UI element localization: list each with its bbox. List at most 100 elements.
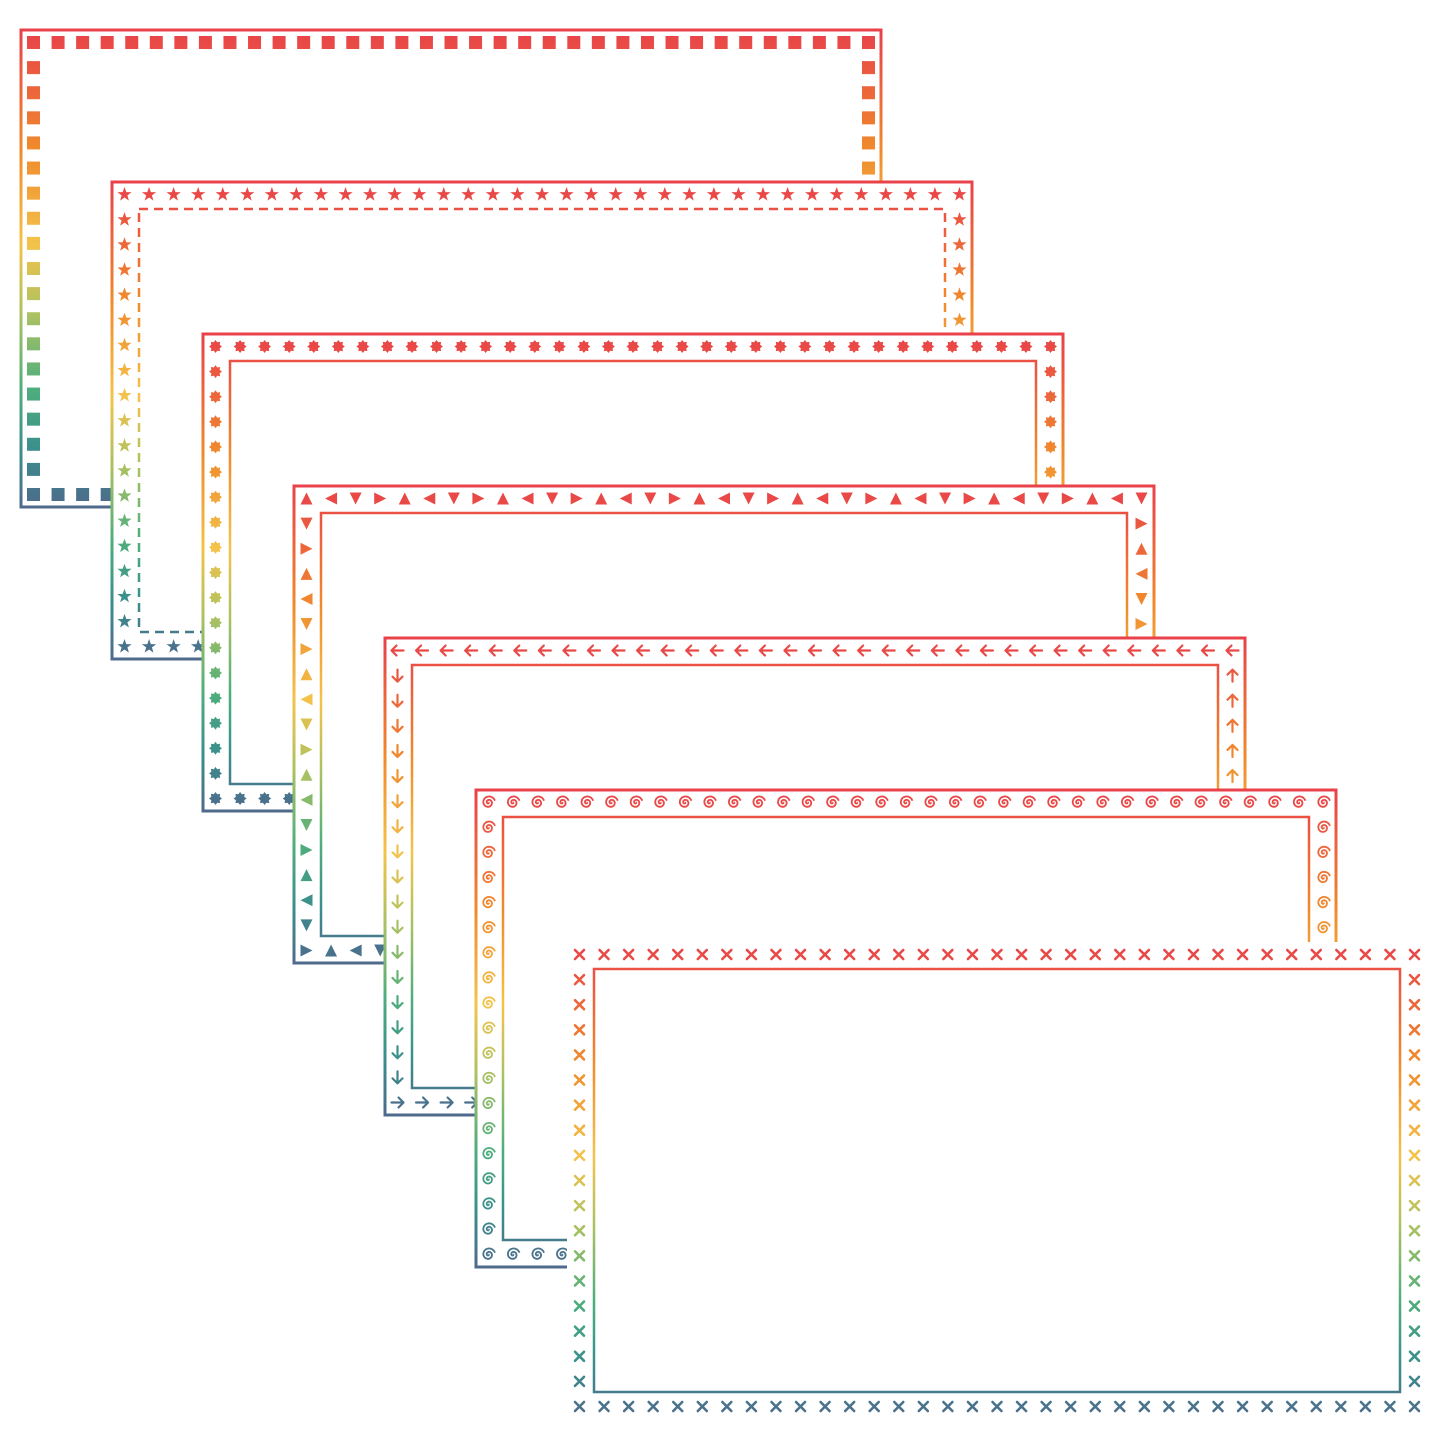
frame-ornament (117, 563, 132, 578)
frame-ornament (27, 437, 40, 451)
frame-ornament (622, 948, 635, 961)
frame-ornament (338, 187, 353, 201)
frame-ornament (423, 492, 436, 505)
frame-ornament (391, 819, 404, 834)
frame-ornament (209, 340, 222, 353)
frame-ornament (27, 412, 40, 426)
frame-ornament (300, 668, 313, 681)
frame-ornament (979, 644, 995, 657)
frame-ornament (742, 492, 755, 505)
frame-ornament (966, 948, 979, 961)
frame-ornament (970, 340, 984, 353)
frame-ornament (1408, 1124, 1421, 1137)
frame-ornament (374, 492, 387, 505)
frame-ornament (629, 795, 644, 808)
frame-ornament (209, 641, 222, 655)
frame-ornament (1138, 1400, 1151, 1413)
frame-ornament (482, 895, 496, 909)
frame-ornament (1408, 1149, 1421, 1162)
frame-ornament (1317, 845, 1331, 858)
frame-ornament (209, 616, 222, 630)
frame-ornament (264, 187, 279, 201)
frame-ornament (27, 488, 40, 501)
frame-ornament (721, 948, 733, 961)
frame-ornament (847, 340, 861, 353)
frame-ornament (282, 340, 296, 353)
frame-ornament (903, 187, 918, 201)
frame-ornament (503, 340, 517, 353)
frame-ornament (657, 187, 672, 201)
frame-ornament (542, 36, 556, 49)
frame-ornament (482, 1096, 496, 1110)
frame-ornament (721, 1400, 733, 1413)
frame-ornament (444, 36, 458, 49)
frame-ornament (209, 591, 222, 605)
frame-ornament (117, 438, 132, 452)
frame-ornament (390, 1096, 405, 1109)
frame-ornament (573, 1375, 586, 1388)
frame-ornament (1243, 795, 1258, 808)
frame-ornament (930, 644, 945, 657)
frame-ornament (854, 187, 869, 201)
frame-ornament (482, 1147, 496, 1160)
frame-ornament (1089, 1400, 1102, 1413)
frame-ornament (1212, 1400, 1224, 1413)
frame-ornament (794, 948, 807, 961)
frame-ornament (1135, 542, 1148, 555)
frame-ornament (660, 644, 675, 657)
frame-ornament (770, 948, 782, 961)
frame-ornament (479, 340, 493, 353)
frame-ornament (678, 795, 693, 808)
frame-ornament (27, 337, 40, 351)
frame-ornament (356, 340, 370, 353)
frame-ornament (166, 187, 181, 201)
frame-ornament (573, 1250, 586, 1262)
frame-ornament (556, 1247, 570, 1260)
frame-ornament (948, 795, 963, 808)
frame-ornament (300, 542, 313, 555)
frame-ornament (1096, 795, 1110, 808)
frame-ornament (1089, 948, 1102, 961)
frame-ornament (531, 795, 545, 808)
frame-ornament (573, 1049, 586, 1061)
frame-ornament (573, 1350, 586, 1363)
frame-ornament (1015, 1400, 1028, 1413)
frame-ornament (1317, 895, 1331, 909)
frame-ornament (307, 340, 321, 353)
frame-ornament (325, 492, 338, 505)
frame-ornament (300, 718, 313, 731)
frame-ornament (493, 36, 507, 49)
frame-ornament (1359, 1400, 1372, 1413)
frame-ornament (537, 644, 552, 657)
frame-ornament (755, 187, 771, 201)
frame-ornament (573, 1275, 586, 1287)
frame-ornament (556, 795, 570, 808)
frame-ornament (482, 996, 496, 1009)
frame-ornament (819, 1400, 831, 1413)
frame-ornament (616, 36, 630, 49)
frame-ornament (812, 36, 826, 49)
frame-ornament (395, 36, 409, 49)
frame-ornament (117, 262, 132, 276)
frame-ornament (857, 644, 872, 657)
frame-ornament (819, 948, 831, 961)
frame-ornament (482, 1121, 496, 1135)
frame-ornament (1135, 567, 1148, 580)
frame-ornament (945, 340, 959, 353)
frame-ornament (1268, 795, 1282, 808)
frame-ornament (791, 492, 804, 505)
frame-ornament (875, 795, 889, 808)
frame-ornament (780, 187, 795, 201)
frame-ornament (991, 1400, 1003, 1413)
frame-ornament (573, 973, 586, 986)
frame-ornament (668, 492, 681, 505)
frame-ornament (763, 36, 777, 49)
frame-ornament (27, 287, 40, 301)
frame-ornament (788, 36, 802, 49)
frame-ornament (461, 187, 476, 201)
frame-ornament (1194, 795, 1208, 808)
frame-ornament (300, 618, 313, 631)
frame-ornament (380, 340, 394, 353)
frame-ornament (633, 187, 648, 201)
frame-ornament (125, 36, 139, 49)
